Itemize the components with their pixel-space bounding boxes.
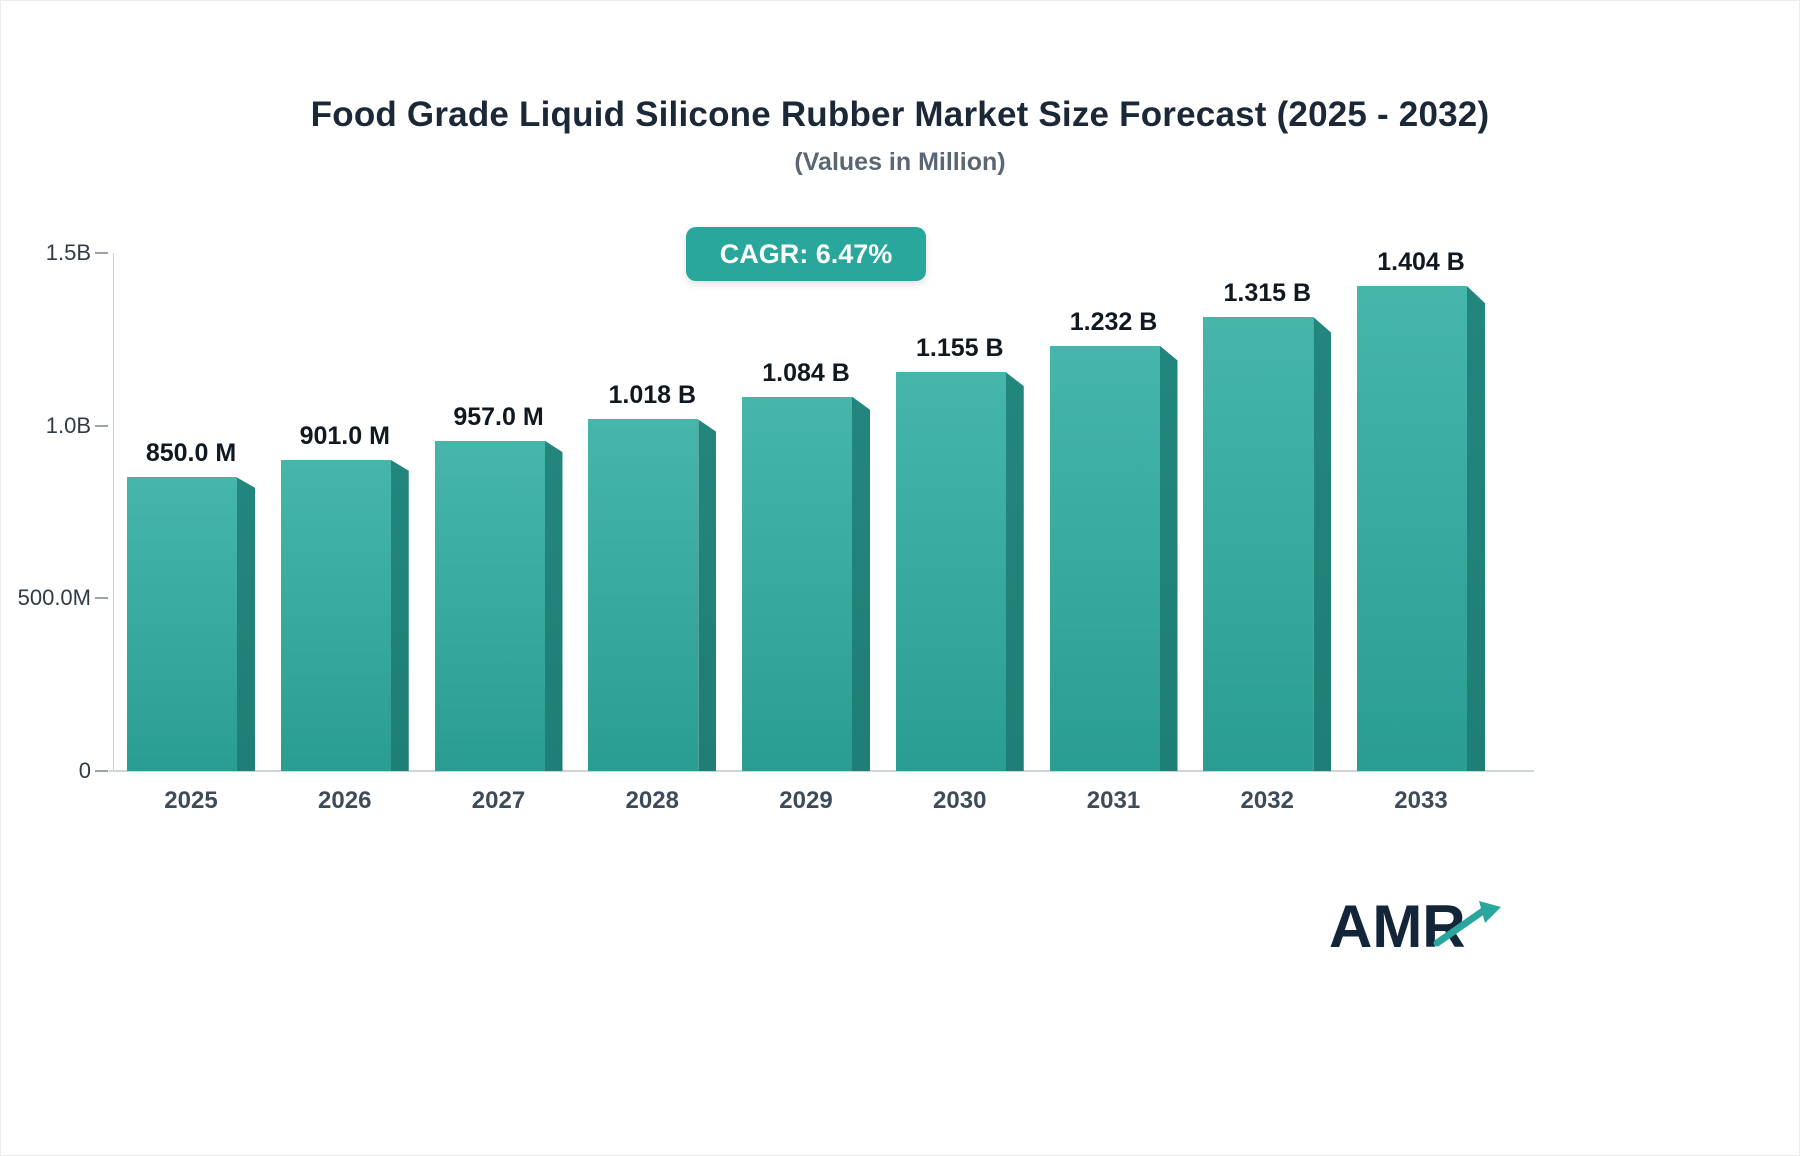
bar-side bbox=[1005, 372, 1024, 771]
bar-face bbox=[895, 372, 1006, 771]
bar: 1.404 B bbox=[1357, 248, 1485, 771]
y-tick-dash bbox=[95, 252, 108, 254]
x-axis-label: 2027 bbox=[471, 787, 526, 814]
bar: 901.0 M bbox=[280, 422, 409, 771]
bar-value-label: 850.0 M bbox=[145, 439, 237, 468]
bar-side bbox=[1159, 345, 1178, 771]
x-axis-label: 2028 bbox=[625, 787, 679, 814]
bar-value-label: 957.0 M bbox=[453, 402, 544, 431]
chart-title: Food Grade Liquid Silicone Rubber Market… bbox=[310, 95, 1490, 134]
bar-side bbox=[237, 477, 255, 771]
bar-side bbox=[544, 440, 563, 771]
x-axis-label: 2025 bbox=[164, 787, 218, 814]
bar-side bbox=[1313, 316, 1332, 771]
y-axis-line bbox=[113, 253, 114, 771]
bar-value-label: 1.084 B bbox=[762, 358, 850, 387]
bar-face bbox=[434, 440, 545, 771]
bar-face bbox=[280, 459, 391, 771]
amr-logo-arrow-icon bbox=[1433, 901, 1501, 947]
bar-face bbox=[1203, 316, 1314, 771]
y-tick-label: 1.5B bbox=[45, 240, 91, 265]
bar-side bbox=[390, 459, 409, 771]
y-tick-label: 500.0M bbox=[17, 585, 91, 611]
y-tick-dash bbox=[95, 770, 108, 772]
cagr-badge-label: CAGR: 6.47% bbox=[719, 238, 893, 269]
bar: 957.0 M bbox=[434, 403, 563, 771]
x-axis-label: 2033 bbox=[1394, 787, 1448, 814]
x-axis-label: 2030 bbox=[933, 787, 987, 814]
bar-face bbox=[742, 396, 852, 771]
x-axis-label: 2031 bbox=[1086, 787, 1141, 814]
x-axis-label: 2026 bbox=[318, 787, 372, 814]
bar-face bbox=[1049, 345, 1160, 771]
bar-side bbox=[698, 419, 717, 771]
cagr-badge: CAGR: 6.47% bbox=[686, 227, 926, 281]
bar: 1.084 B bbox=[742, 359, 870, 771]
x-axis-label: 2032 bbox=[1240, 787, 1294, 814]
y-tick-label: 0 bbox=[78, 758, 91, 783]
bar-face bbox=[588, 419, 699, 771]
bar-face bbox=[1357, 286, 1467, 771]
amr-logo: AMR bbox=[1329, 893, 1501, 967]
bar: 1.315 B bbox=[1203, 279, 1332, 771]
bar-value-label: 1.404 B bbox=[1377, 248, 1465, 277]
bar-face bbox=[127, 477, 237, 771]
x-axis-line bbox=[109, 770, 1534, 772]
bar-side bbox=[1467, 286, 1485, 771]
y-tick-dash bbox=[95, 597, 108, 600]
y-tick-label: 1.0B bbox=[45, 412, 91, 438]
bar-value-label: 1.315 B bbox=[1223, 278, 1312, 307]
bar-value-label: 1.018 B bbox=[608, 381, 697, 410]
bar: 1.155 B bbox=[895, 334, 1024, 771]
bar-value-label: 1.232 B bbox=[1069, 307, 1158, 336]
bar-side bbox=[852, 396, 870, 771]
bar: 1.232 B bbox=[1049, 308, 1178, 771]
x-axis-label: 2029 bbox=[779, 787, 833, 814]
y-tick-dash bbox=[95, 424, 108, 427]
bar: 1.018 B bbox=[588, 381, 717, 771]
bar-value-label: 901.0 M bbox=[299, 421, 390, 450]
bar: 850.0 M bbox=[127, 439, 255, 771]
chart-subtitle: (Values in Million) bbox=[794, 148, 1006, 176]
amr-logo-text: AMR bbox=[1329, 893, 1466, 960]
bar-value-label: 1.155 B bbox=[915, 334, 1004, 363]
